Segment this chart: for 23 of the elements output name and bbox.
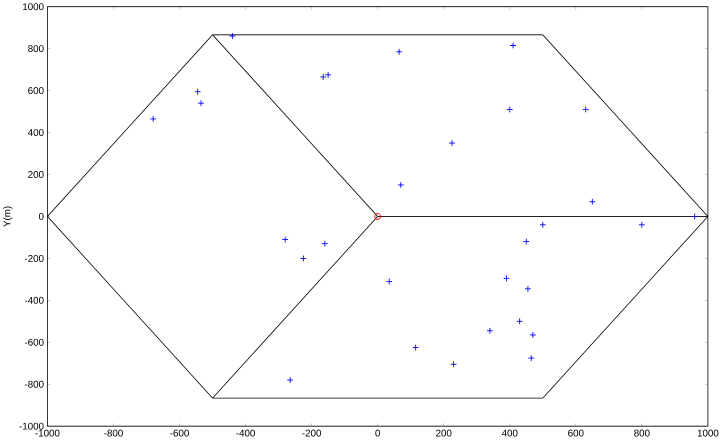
y-tick-label: 200 <box>28 171 44 178</box>
y-tick-label: 600 <box>28 87 44 94</box>
x-tick-label: 400 <box>502 430 518 437</box>
x-tick-label: 800 <box>634 430 650 437</box>
y-tick-label: -200 <box>24 255 44 262</box>
x-tick-label: -400 <box>236 430 255 437</box>
x-tick-label: -600 <box>170 430 189 437</box>
x-tick-label: 0 <box>375 430 380 437</box>
y-axis-title: Y(m) <box>3 206 12 227</box>
x-tick-label: 1000 <box>698 430 718 437</box>
x-tick-label: 600 <box>568 430 584 437</box>
y-tick-label: 0 <box>38 213 44 220</box>
x-tick-label: -800 <box>104 430 123 437</box>
y-tick-label: -400 <box>24 296 44 304</box>
x-tick-label: -1000 <box>35 430 60 437</box>
y-tick-label: 800 <box>28 45 44 52</box>
y-tick-label: -800 <box>24 380 44 388</box>
x-tick-label: -200 <box>302 430 322 437</box>
y-tick-label: -1000 <box>19 422 44 430</box>
y-tick-label: -600 <box>24 338 44 346</box>
y-tick-label: 400 <box>28 129 44 136</box>
y-tick-label: 1000 <box>23 3 44 10</box>
x-tick-label: 200 <box>436 430 452 437</box>
